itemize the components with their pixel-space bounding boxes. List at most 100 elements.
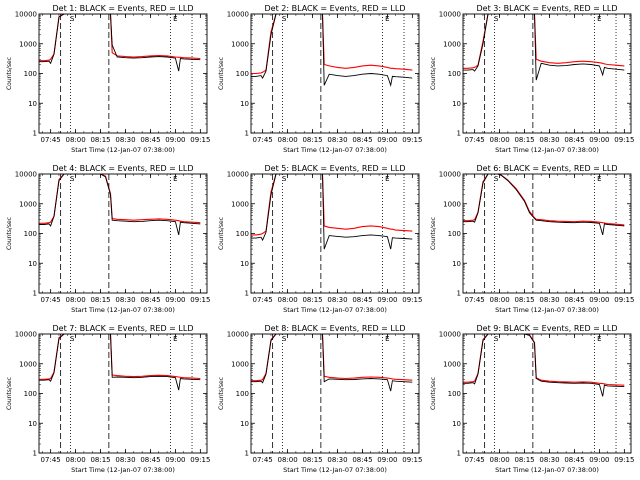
x-tick-label: 08:30 [115, 136, 135, 144]
x-tick-label: 08:30 [115, 296, 135, 304]
y-axis-label: Counts/sec [6, 57, 13, 90]
events-series-line [463, 334, 625, 397]
start-marker: S [70, 175, 75, 183]
x-axis-label: Start Time (12-Jan-07 07:38:00) [71, 146, 175, 154]
x-tick-label: 07:45 [41, 456, 61, 464]
y-tick-label: 100 [236, 70, 249, 78]
detector-panel: Det 8: BLACK = Events, RED = LLD Counts/s… [218, 324, 422, 474]
panel-title: Det 4: BLACK = Events, RED = LLD [53, 164, 194, 173]
panel-title: Det 5: BLACK = Events, RED = LLD [265, 164, 406, 173]
x-tick-label: 09:00 [377, 136, 397, 144]
x-tick-label: 08:00 [278, 456, 298, 464]
x-tick-label: 07:45 [465, 456, 485, 464]
x-tick-label: 09:15 [614, 456, 634, 464]
end-marker: E [597, 175, 601, 183]
panel-frame [462, 333, 632, 454]
y-tick-label: 1000 [231, 360, 249, 368]
y-tick-label: 1 [33, 130, 37, 138]
y-tick-label: 10000 [439, 11, 461, 19]
panel-title: Det 2: BLACK = Events, RED = LLD [265, 4, 406, 13]
x-tick-label: 08:30 [327, 136, 347, 144]
end-marker: E [385, 175, 389, 183]
x-tick-label: 09:15 [402, 296, 422, 304]
y-tick-label: 100 [24, 70, 37, 78]
x-tick-label: 07:45 [253, 296, 273, 304]
x-axis-label: Start Time (12-Jan-07 07:38:00) [71, 306, 175, 314]
panel-frame [250, 173, 420, 294]
detector-panel: Det 3: BLACK = Events, RED = LLD Counts/s… [430, 4, 634, 154]
x-tick-label: 08:00 [66, 136, 86, 144]
x-axis-label: Start Time (12-Jan-07 07:38:00) [71, 466, 175, 474]
x-tick-label: 08:30 [115, 456, 135, 464]
start-marker: S [70, 335, 75, 343]
x-tick-label: 08:00 [490, 136, 510, 144]
x-tick-label: 08:30 [327, 296, 347, 304]
detector-panel: Det 5: BLACK = Events, RED = LLD Counts/s… [218, 164, 422, 314]
y-tick-label: 10 [28, 260, 37, 268]
y-axis-label: Counts/sec [6, 377, 13, 410]
panel-frame [38, 333, 208, 454]
y-axis-label: Counts/sec [218, 217, 225, 250]
lld-series-line [251, 174, 413, 236]
y-tick-label: 1 [457, 450, 461, 458]
y-tick-label: 10 [28, 100, 37, 108]
x-tick-label: 07:45 [41, 136, 61, 144]
start-marker: S [282, 335, 287, 343]
panel-title: Det 1: BLACK = Events, RED = LLD [53, 4, 194, 13]
x-axis-label: Start Time (12-Jan-07 07:38:00) [283, 146, 387, 154]
y-tick-label: 1 [33, 450, 37, 458]
x-tick-label: 08:15 [514, 456, 534, 464]
x-tick-label: 08:45 [352, 456, 372, 464]
x-tick-label: 08:30 [539, 136, 559, 144]
y-tick-label: 1000 [231, 200, 249, 208]
y-tick-label: 10 [240, 100, 249, 108]
x-tick-label: 08:30 [327, 456, 347, 464]
end-marker: E [173, 15, 177, 23]
y-tick-label: 100 [448, 230, 461, 238]
x-tick-label: 08:15 [302, 136, 322, 144]
x-tick-label: 08:45 [564, 296, 584, 304]
x-tick-label: 08:00 [490, 456, 510, 464]
start-marker: S [282, 15, 287, 23]
panel-frame [462, 173, 632, 294]
x-tick-label: 08:45 [140, 456, 160, 464]
y-tick-label: 10 [452, 260, 461, 268]
events-series-line [251, 174, 413, 250]
x-tick-label: 09:15 [614, 296, 634, 304]
y-tick-label: 10000 [15, 171, 37, 179]
detector-panel: Det 9: BLACK = Events, RED = LLD Counts/s… [430, 324, 634, 474]
panel-title: Det 8: BLACK = Events, RED = LLD [265, 324, 406, 333]
x-tick-label: 09:00 [377, 296, 397, 304]
y-tick-label: 1 [245, 290, 249, 298]
x-tick-label: 08:00 [66, 296, 86, 304]
detector-panel: Det 4: BLACK = Events, RED = LLD Counts/s… [6, 164, 210, 314]
panel-frame [250, 333, 420, 454]
y-tick-label: 10000 [227, 171, 249, 179]
panel-frame [462, 13, 632, 134]
panel-title: Det 9: BLACK = Events, RED = LLD [477, 324, 618, 333]
x-tick-label: 09:15 [402, 136, 422, 144]
y-tick-label: 100 [24, 230, 37, 238]
x-tick-label: 08:00 [66, 456, 86, 464]
y-tick-label: 10000 [15, 11, 37, 19]
y-tick-label: 100 [448, 70, 461, 78]
y-tick-label: 10 [452, 420, 461, 428]
y-axis-label: Counts/sec [218, 377, 225, 410]
y-axis-label: Counts/sec [218, 57, 225, 90]
end-marker: E [385, 335, 389, 343]
start-marker: S [494, 175, 499, 183]
x-tick-label: 09:15 [190, 136, 210, 144]
y-tick-label: 1000 [231, 40, 249, 48]
x-tick-label: 08:00 [278, 136, 298, 144]
start-marker: S [494, 335, 499, 343]
events-series-line [251, 334, 413, 392]
x-tick-label: 07:45 [253, 456, 273, 464]
panel-title: Det 6: BLACK = Events, RED = LLD [477, 164, 618, 173]
x-tick-label: 07:45 [253, 136, 273, 144]
y-tick-label: 100 [448, 390, 461, 398]
y-tick-label: 1 [245, 450, 249, 458]
x-tick-label: 09:00 [165, 456, 185, 464]
x-axis-label: Start Time (12-Jan-07 07:38:00) [283, 306, 387, 314]
events-series-line [39, 334, 201, 391]
x-tick-label: 09:00 [165, 296, 185, 304]
